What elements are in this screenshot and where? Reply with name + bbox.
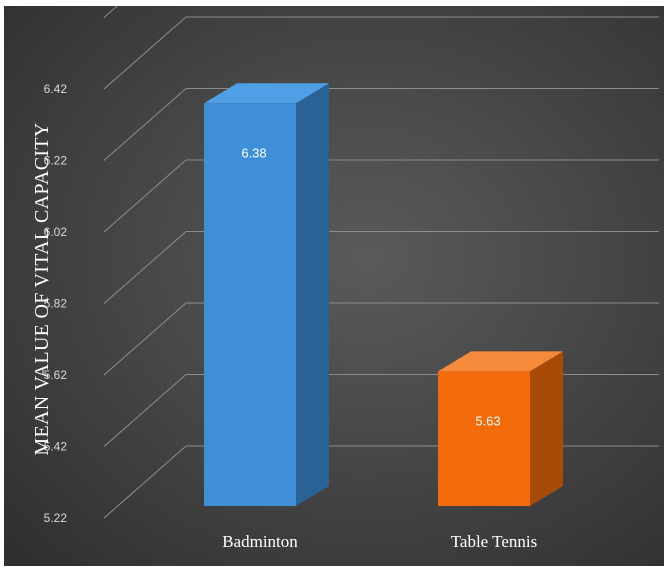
data-label: 6.38 xyxy=(241,145,266,160)
bar-side xyxy=(296,83,329,507)
gridline-diagonal xyxy=(103,159,187,233)
bar-top xyxy=(438,351,563,372)
grid-lines xyxy=(103,6,659,519)
bar-front xyxy=(204,103,296,507)
chart-svg: 5.22 5.42 5.62 5.82 6.02 6.22 6.42 6.38 5.63 Ba… xyxy=(31,6,659,551)
gridline-diagonal xyxy=(103,6,118,18)
category-label: Table Tennis xyxy=(451,532,538,551)
gridline-diagonal xyxy=(103,374,187,447)
y-tick-label: 5.22 xyxy=(44,511,68,525)
bar-badminton xyxy=(204,83,329,507)
gridline-diagonal xyxy=(103,445,187,519)
data-labels: 6.38 5.63 xyxy=(241,145,500,428)
bar-front xyxy=(438,371,530,506)
category-label: Badminton xyxy=(222,532,298,551)
y-tick-label: 5.82 xyxy=(44,297,68,311)
bar-top xyxy=(204,83,329,104)
y-tick-label: 5.42 xyxy=(44,440,68,454)
chart-area: 5.22 5.42 5.62 5.82 6.02 6.22 6.42 6.38 5.63 Ba… xyxy=(4,6,664,566)
category-labels: Badminton Table Tennis xyxy=(222,532,537,551)
y-tick-labels: 5.22 5.42 5.62 5.82 6.02 6.22 6.42 xyxy=(44,82,68,525)
gridline-diagonal xyxy=(103,231,187,304)
bars xyxy=(204,83,563,507)
y-tick-label: 6.02 xyxy=(44,225,68,239)
gridline-diagonal xyxy=(103,302,187,376)
bar-table-tennis xyxy=(438,351,563,506)
gridline-diagonal xyxy=(103,88,187,161)
y-axis-label: MEAN VALUE OF VITAL CAPACITY xyxy=(31,122,53,455)
y-tick-label: 5.62 xyxy=(44,368,68,382)
data-label: 5.63 xyxy=(475,413,500,428)
bar-side xyxy=(530,351,563,506)
y-tick-label: 6.42 xyxy=(44,82,68,96)
gridline-diagonal xyxy=(103,16,187,90)
y-tick-label: 6.22 xyxy=(44,154,68,168)
